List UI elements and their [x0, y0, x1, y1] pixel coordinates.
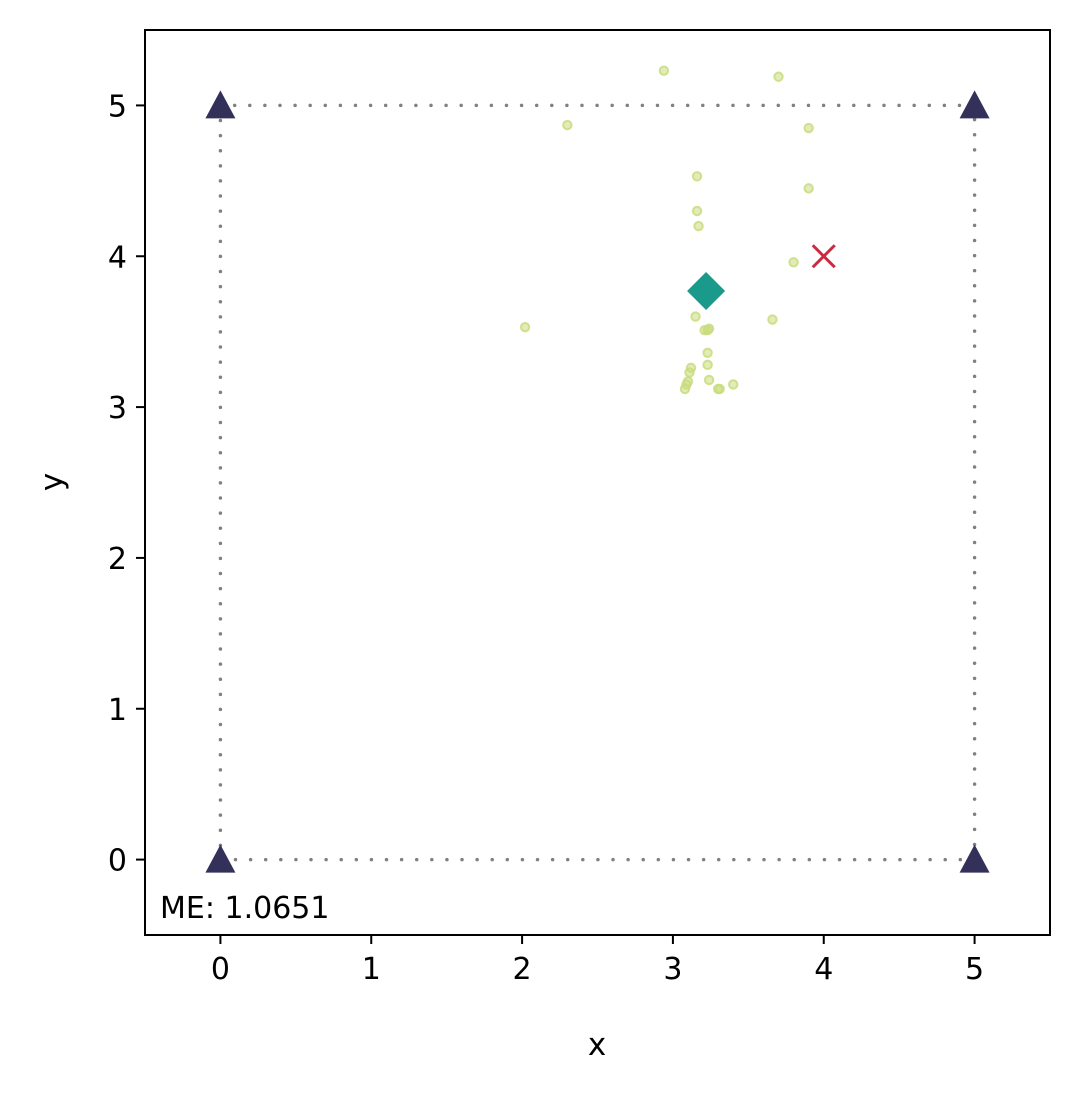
y-tick-label: 3	[108, 391, 127, 426]
y-tick-label: 1	[108, 693, 127, 728]
estimate-point	[691, 205, 703, 217]
x-tick-label: 0	[211, 952, 230, 987]
estimate-point	[519, 321, 531, 333]
y-tick-label: 4	[108, 240, 127, 275]
anchor-triangle	[205, 90, 236, 119]
x-ticks: 0 1 2 3 4 5	[211, 935, 984, 987]
estimate-point	[803, 183, 814, 194]
anchor-triangle	[959, 844, 990, 873]
estimate-point	[703, 374, 715, 386]
anchors-layer	[205, 90, 990, 873]
plot-frame	[144, 29, 1051, 936]
x-tick-label: 3	[663, 952, 682, 987]
x-tick-label: 2	[513, 952, 532, 987]
true-position-stroke	[811, 244, 836, 269]
markers-layer	[687, 244, 836, 310]
estimate-point	[803, 122, 814, 134]
x-tick-label: 1	[362, 952, 381, 987]
estimate-point	[684, 367, 695, 378]
estimate-point	[788, 257, 799, 268]
estimate-point	[693, 220, 704, 232]
x-tick-label: 4	[814, 952, 833, 987]
estimate-point	[679, 383, 691, 395]
estimate-point	[703, 323, 715, 334]
y-axis-label: y	[34, 473, 70, 491]
boundary-layer	[218, 103, 977, 862]
estimate-point	[702, 347, 713, 358]
mean-error-annotation: ME: 1.0651	[160, 891, 329, 926]
anchor-triangle	[205, 844, 236, 873]
x-axis-label: x	[588, 1027, 606, 1063]
estimate-point	[562, 119, 573, 131]
anchor-triangle	[959, 90, 990, 119]
true-position-x	[811, 244, 836, 269]
estimate-point	[691, 171, 703, 182]
estimate-point	[658, 65, 670, 76]
estimate-point	[773, 71, 784, 82]
estimate-point	[702, 359, 713, 371]
estimate-point	[767, 314, 778, 325]
mean-estimate-diamond	[687, 271, 726, 310]
estimate-point	[728, 379, 739, 390]
plot-area	[145, 30, 1050, 935]
y-tick-label: 0	[108, 844, 127, 879]
y-tick-label: 5	[108, 89, 127, 124]
x-tick-label: 5	[965, 952, 984, 987]
estimate-point	[714, 383, 725, 395]
y-ticks: 0 1 2 3 4 5	[108, 89, 145, 879]
y-tick-label: 2	[108, 542, 127, 577]
estimate-point	[690, 311, 701, 322]
estimates-layer	[519, 65, 814, 395]
